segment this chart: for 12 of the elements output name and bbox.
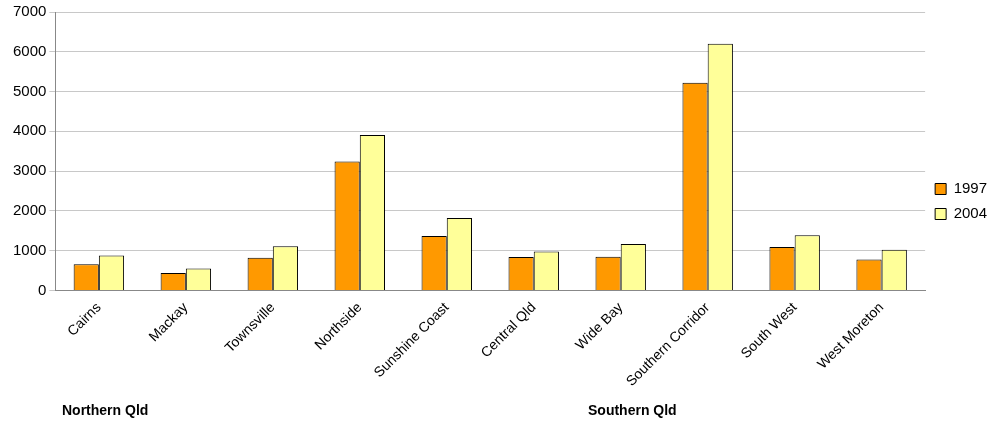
y-tick-label: 3000 [12, 161, 47, 179]
y-tick-label: 0 [38, 280, 47, 298]
legend-label: 2004 [953, 204, 988, 222]
y-tick-label: 6000 [12, 41, 47, 59]
text: Southern Qld [588, 402, 677, 418]
y-tick-label: 4000 [12, 121, 47, 139]
y-tick-label: 2000 [12, 201, 47, 219]
legend-label: 1997 [953, 179, 988, 197]
y-tick-label: 7000 [12, 2, 47, 20]
y-tick-label: 1000 [12, 240, 47, 258]
y-tick-label: 5000 [12, 81, 47, 99]
text: Northern Qld [62, 402, 149, 418]
